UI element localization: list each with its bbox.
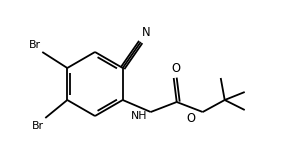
Text: Br: Br (29, 40, 41, 50)
Text: N: N (142, 26, 150, 39)
Text: Br: Br (32, 121, 44, 131)
Text: NH: NH (131, 111, 147, 121)
Text: O: O (171, 62, 180, 75)
Text: O: O (186, 112, 195, 125)
